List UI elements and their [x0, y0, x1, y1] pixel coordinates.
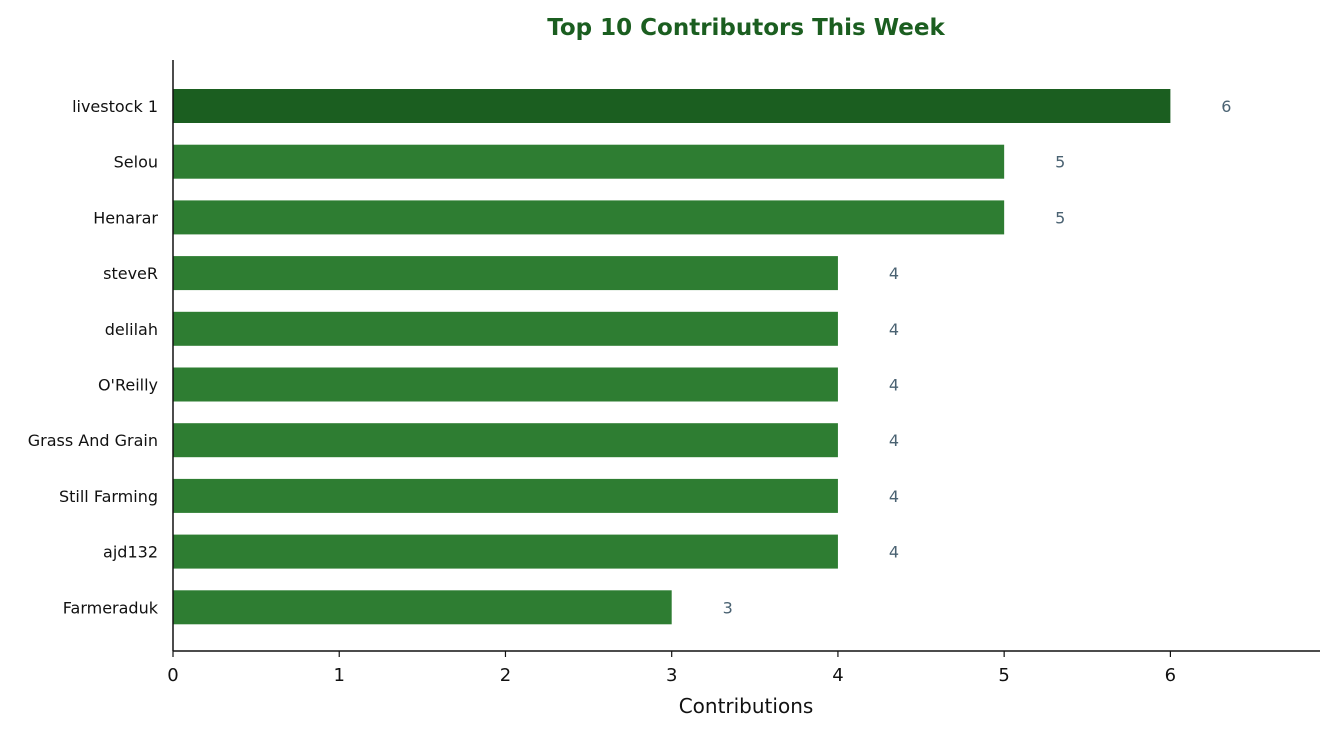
value-labels: 6 5 5 4 4 4 4 4 4 3 — [723, 97, 1232, 617]
x-tick-label: 5 — [998, 665, 1009, 686]
bar — [173, 423, 838, 458]
category-label: Selou — [114, 153, 158, 172]
value-label: 3 — [723, 598, 733, 617]
value-label: 4 — [889, 487, 899, 506]
category-label: Henarar — [93, 208, 158, 227]
x-tick-label: 3 — [666, 665, 677, 686]
bar — [173, 311, 838, 346]
bar — [173, 200, 1005, 235]
value-label: 5 — [1055, 153, 1065, 172]
x-axis-title: Contributions — [679, 694, 814, 718]
x-axis-ticks: 0 1 2 3 4 5 6 — [167, 651, 1176, 686]
value-label: 4 — [889, 264, 899, 283]
category-label: O'Reilly — [98, 376, 158, 395]
category-labels: livestock 1 Selou Henarar steveR delilah O'Re… — [28, 97, 159, 617]
value-label: 5 — [1055, 208, 1065, 227]
bar — [173, 367, 838, 402]
value-label: 4 — [889, 320, 899, 339]
value-label: 4 — [889, 543, 899, 562]
value-label: 4 — [889, 431, 899, 450]
bars-group — [173, 89, 1171, 625]
bar — [173, 89, 1171, 123]
x-tick-label: 2 — [500, 665, 511, 686]
category-label: Farmeraduk — [63, 598, 159, 617]
category-label: delilah — [105, 320, 158, 339]
bar — [173, 144, 1005, 179]
x-tick-label: 6 — [1165, 665, 1176, 686]
x-tick-label: 4 — [832, 665, 843, 686]
category-label: steveR — [103, 264, 158, 283]
value-label: 6 — [1221, 97, 1231, 116]
x-tick-label: 1 — [334, 665, 345, 686]
category-label: Still Farming — [59, 487, 158, 506]
bar — [173, 256, 838, 291]
bar — [173, 478, 838, 513]
value-label: 4 — [889, 376, 899, 395]
x-tick-label: 0 — [167, 665, 178, 686]
category-label: ajd132 — [103, 543, 158, 562]
category-label: Grass And Grain — [28, 431, 158, 450]
chart-title: Top 10 Contributors This Week — [547, 15, 945, 41]
bar — [173, 590, 672, 625]
bar — [173, 534, 838, 569]
category-label: livestock 1 — [72, 97, 158, 116]
